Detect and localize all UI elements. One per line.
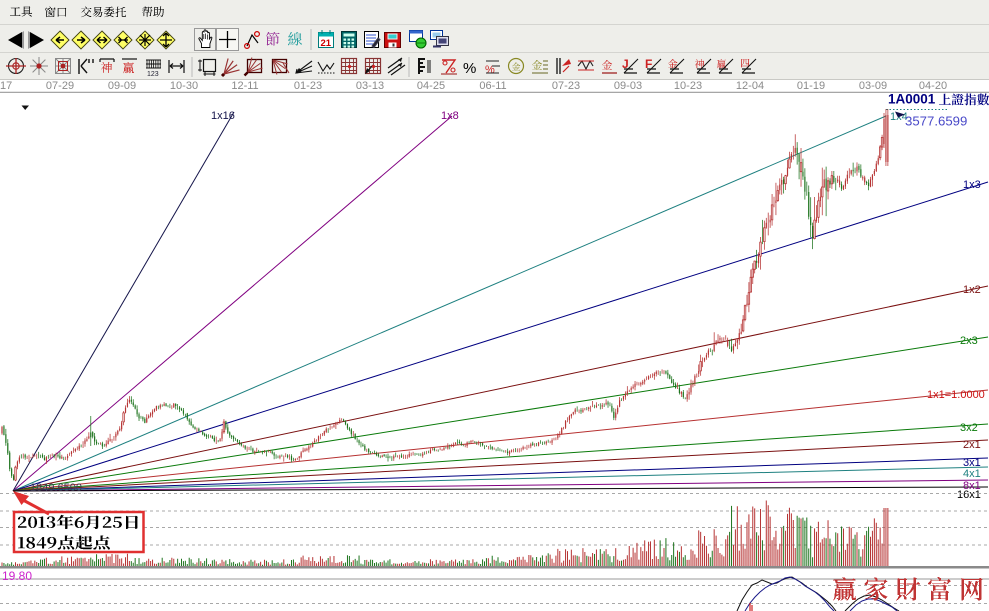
svg-text:1x3: 1x3 <box>963 179 981 191</box>
svg-text:1x16: 1x16 <box>211 110 235 122</box>
svg-text:12-04: 12-04 <box>736 80 764 92</box>
svg-text:04-25: 04-25 <box>417 80 445 92</box>
svg-text:F: F <box>645 57 652 71</box>
svg-text:8x1: 8x1 <box>963 480 981 492</box>
svg-text:04-20: 04-20 <box>919 80 947 92</box>
svg-text:09-09: 09-09 <box>108 80 136 92</box>
svg-text:03-13: 03-13 <box>356 80 384 92</box>
svg-text:21: 21 <box>321 38 332 49</box>
svg-text:01-23: 01-23 <box>294 80 322 92</box>
svg-text:2x3: 2x3 <box>960 335 978 347</box>
svg-text:J: J <box>622 57 629 71</box>
svg-text:1x1=1.0000: 1x1=1.0000 <box>927 389 985 401</box>
svg-text:07-29: 07-29 <box>46 80 74 92</box>
svg-text:%: % <box>485 64 495 76</box>
svg-text:10-30: 10-30 <box>170 80 198 92</box>
svg-text:1849.6500: 1849.6500 <box>30 482 82 494</box>
svg-text:%: % <box>463 60 476 77</box>
svg-text:3577.6599: 3577.6599 <box>905 114 967 129</box>
svg-text:12-11: 12-11 <box>231 80 258 92</box>
svg-text:17: 17 <box>0 80 12 92</box>
svg-text:3x2: 3x2 <box>960 422 978 434</box>
svg-text:123: 123 <box>147 71 159 78</box>
svg-text:2x1: 2x1 <box>963 439 981 451</box>
svg-text:06-11: 06-11 <box>479 80 506 92</box>
svg-text:1A0001: 1A0001 <box>888 92 936 107</box>
svg-text:1x2: 1x2 <box>963 284 981 296</box>
svg-text:07-23: 07-23 <box>552 80 580 92</box>
svg-text:01-19: 01-19 <box>797 80 825 92</box>
svg-text:3x1: 3x1 <box>963 457 981 469</box>
svg-text:16x1: 16x1 <box>957 489 981 501</box>
svg-text:09-03: 09-03 <box>614 80 642 92</box>
svg-text:19.80: 19.80 <box>2 569 32 583</box>
svg-text:03-09: 03-09 <box>859 80 887 92</box>
svg-text:1x8: 1x8 <box>441 110 459 122</box>
svg-text:4x1: 4x1 <box>963 468 981 480</box>
svg-text:10-23: 10-23 <box>674 80 702 92</box>
